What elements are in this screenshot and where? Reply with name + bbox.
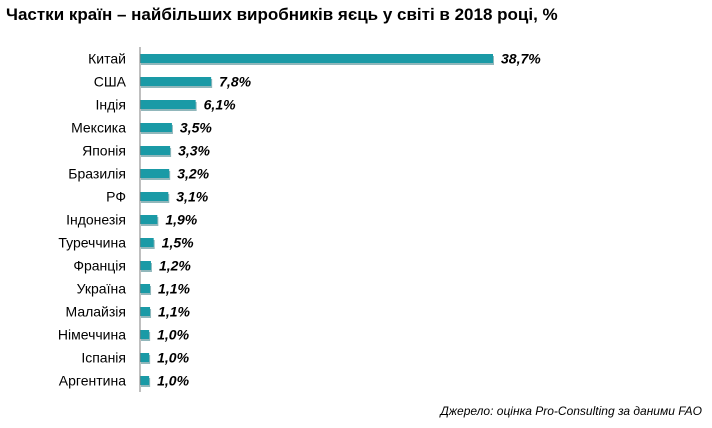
value-label: 6,1%: [204, 97, 236, 113]
value-label: 38,7%: [501, 51, 541, 67]
category-label: Китай: [88, 51, 126, 67]
bar: [140, 261, 151, 270]
category-label: Україна: [77, 281, 127, 297]
labels-layer: Китай 38,7% США 7,8% Індія 6,1% Мексика 3,5% Япо…: [58, 51, 541, 389]
value-label: 1,2%: [159, 258, 191, 274]
bar: [140, 146, 171, 155]
category-label: Іспанія: [81, 350, 126, 366]
bar: [140, 307, 151, 316]
value-label: 1,1%: [158, 281, 190, 297]
category-label: Туреччина: [58, 235, 126, 251]
bar: [140, 192, 169, 201]
category-label: Мексика: [71, 120, 126, 136]
value-label: 1,0%: [157, 327, 189, 343]
value-label: 1,5%: [162, 235, 194, 251]
value-label: 1,1%: [158, 304, 190, 320]
chart-title: Частки країн – найбільших виробників яєц…: [6, 5, 558, 24]
bar: [140, 54, 493, 63]
category-label: Аргентина: [59, 373, 126, 389]
value-label: 1,0%: [157, 373, 189, 389]
bar: [140, 330, 150, 339]
value-label: 3,2%: [177, 166, 209, 182]
category-label: Малайзія: [66, 304, 127, 320]
bar: [140, 77, 212, 86]
bar: [140, 376, 150, 385]
bar: [140, 215, 158, 224]
category-label: Франція: [73, 258, 126, 274]
category-label: Індонезія: [66, 212, 126, 228]
category-label: РФ: [106, 189, 126, 205]
bar: [140, 353, 150, 362]
category-label: США: [94, 74, 127, 90]
value-label: 7,8%: [219, 74, 251, 90]
category-label: Індія: [96, 97, 126, 113]
value-label: 3,3%: [178, 143, 210, 159]
bar: [140, 169, 170, 178]
bars-layer: [140, 54, 494, 387]
category-label: Бразилія: [68, 166, 126, 182]
category-label: Японія: [82, 143, 126, 159]
source-note: Джерело: оцінка Pro-Consulting за даними…: [440, 404, 702, 418]
bar: [140, 284, 151, 293]
category-label: Німеччина: [58, 327, 126, 343]
value-label: 1,9%: [165, 212, 197, 228]
bar: [140, 100, 196, 109]
bar: [140, 123, 172, 132]
value-label: 1,0%: [157, 350, 189, 366]
value-label: 3,1%: [176, 189, 208, 205]
bar: [140, 238, 154, 247]
value-label: 3,5%: [180, 120, 212, 136]
